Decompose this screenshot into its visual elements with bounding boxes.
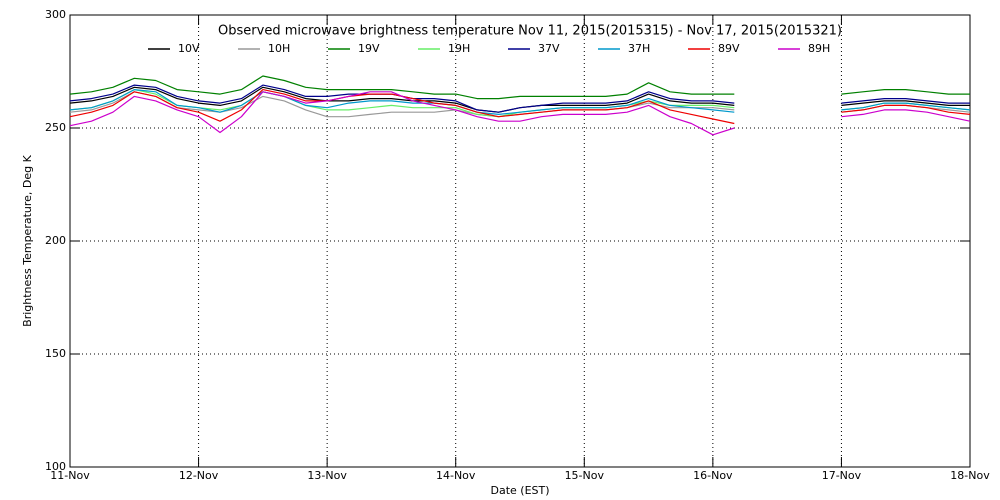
legend-label: 10H <box>268 42 290 55</box>
y-tick-label: 100 <box>45 460 66 473</box>
series-line <box>69 86 970 113</box>
x-tick-label: 18-Nov <box>950 469 990 482</box>
x-tick-label: 13-Nov <box>307 469 347 482</box>
series-line <box>69 91 971 136</box>
x-tick-label: 11-Nov <box>50 469 90 482</box>
x-tick-label: 16-Nov <box>693 469 733 482</box>
plot-frame <box>69 14 971 468</box>
y-tick-label: 300 <box>45 8 66 21</box>
series-line <box>69 75 970 100</box>
x-tick-label: 12-Nov <box>179 469 219 482</box>
legend-label: 37V <box>538 42 560 55</box>
x-axis-label: Date (EST) <box>490 484 549 497</box>
y-tick-label: 150 <box>45 347 66 360</box>
legend-label: 37H <box>628 42 650 55</box>
x-tick-label: 15-Nov <box>565 469 605 482</box>
chart-title: Observed microwave brightness temperatur… <box>218 24 842 39</box>
x-tick-label: 17-Nov <box>822 469 862 482</box>
series-line <box>69 89 971 115</box>
legend-label: 89H <box>808 42 830 55</box>
y-tick-label: 250 <box>45 121 66 134</box>
legend-label: 19V <box>358 42 380 55</box>
y-axis-label: Brightness Temperature, Deg K <box>21 154 34 326</box>
y-tick-label: 200 <box>45 234 66 247</box>
legend-label: 10V <box>178 42 200 55</box>
legend-label: 89V <box>718 42 740 55</box>
legend-label: 19H <box>448 42 470 55</box>
x-tick-label: 14-Nov <box>436 469 476 482</box>
